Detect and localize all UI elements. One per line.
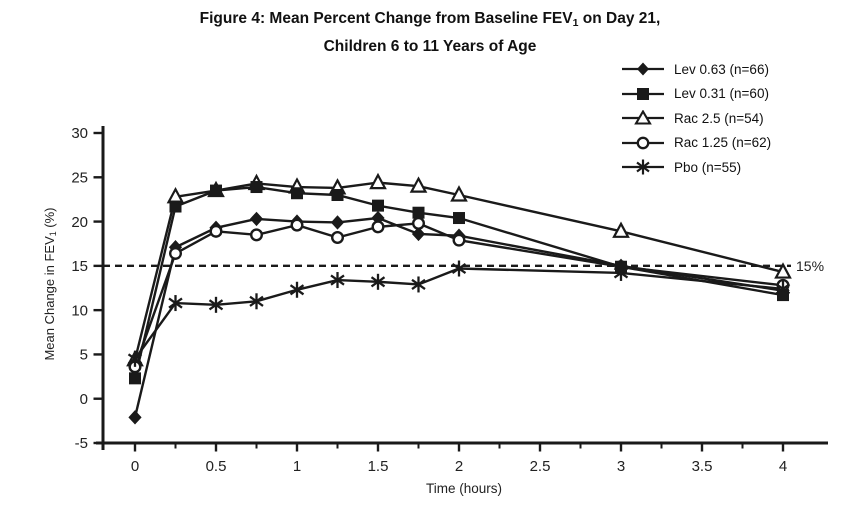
triangle-marker — [612, 221, 630, 238]
legend: Lev 0.63 (n=66) Lev 0.31 (n=60) Rac 2.5 … — [620, 57, 771, 180]
reference-line-label: 15% — [796, 258, 825, 274]
legend-item-lev-063: Lev 0.63 (n=66) — [620, 57, 771, 82]
circle-marker — [249, 228, 263, 242]
legend-marker-triangle-icon — [622, 110, 664, 125]
legend-marker-diamond-icon — [622, 62, 664, 76]
asterisk-marker — [289, 284, 305, 296]
legend-item-rac-125: Rac 1.25 (n=62) — [620, 131, 771, 156]
diamond-marker — [411, 226, 426, 242]
square-marker — [291, 187, 303, 200]
square-marker — [331, 189, 344, 202]
figure-title: Figure 4: Mean Percent Change from Basel… — [0, 7, 860, 58]
legend-label: Lev 0.31 (n=60) — [674, 86, 769, 102]
triangle-marker — [774, 262, 792, 279]
legend-marker-square-icon — [622, 87, 664, 100]
asterisk-marker — [249, 295, 264, 307]
square-marker — [372, 199, 384, 212]
diamond-marker — [330, 215, 345, 230]
x-tick-label: 2 — [455, 458, 463, 475]
asterisk-marker — [370, 276, 386, 288]
x-tick-label: 0.5 — [206, 458, 227, 475]
y-tick-label: 0 — [80, 391, 88, 408]
x-tick-label: 0 — [131, 458, 139, 475]
legend-item-lev-031: Lev 0.31 (n=60) — [620, 82, 771, 107]
asterisk-marker — [775, 283, 791, 295]
y-tick-label: 20 — [71, 214, 88, 231]
figure-title-line1: Figure 4: Mean Percent Change from Basel… — [199, 10, 661, 29]
circle-marker — [209, 224, 223, 238]
diamond-marker — [128, 410, 142, 425]
x-axis-title: Time (hours) — [425, 481, 502, 496]
square-marker — [210, 184, 222, 197]
circle-marker — [290, 218, 304, 232]
y-tick-label: 5 — [80, 347, 88, 364]
legend-label: Rac 1.25 (n=62) — [674, 135, 772, 151]
fev1-subscript: 1 — [572, 16, 579, 29]
circle-marker — [331, 231, 345, 245]
x-tick-label: 1 — [293, 458, 301, 475]
asterisk-marker — [127, 353, 143, 365]
y-tick-label: -5 — [75, 435, 88, 452]
square-marker — [412, 206, 425, 219]
asterisk-marker — [451, 262, 467, 275]
triangle-marker — [409, 176, 428, 193]
legend-label: Lev 0.63 (n=66) — [674, 61, 769, 77]
x-tick-label: 4 — [779, 458, 787, 475]
square-marker — [453, 212, 465, 225]
triangle-marker — [450, 185, 468, 202]
triangle-marker — [369, 172, 387, 190]
legend-marker-asterisk-icon — [622, 159, 664, 175]
square-marker — [129, 372, 141, 385]
y-tick-label: 30 — [71, 125, 88, 142]
y-tick-label: 10 — [71, 302, 88, 319]
asterisk-marker — [168, 297, 183, 309]
legend-label: Pbo (n=55) — [674, 159, 742, 175]
x-tick-label: 3 — [617, 458, 625, 475]
x-tick-label: 1.5 — [368, 458, 389, 475]
legend-item-pbo: Pbo (n=55) — [620, 155, 771, 180]
legend-item-rac-25: Rac 2.5 (n=54) — [620, 106, 771, 131]
asterisk-marker — [208, 299, 224, 311]
circle-marker — [371, 220, 385, 234]
square-marker — [250, 181, 263, 194]
x-tick-label: 3.5 — [692, 458, 713, 475]
asterisk-marker — [613, 267, 629, 279]
fev1-subscript: 1 — [48, 231, 59, 237]
circle-marker — [412, 216, 426, 230]
asterisk-marker — [330, 274, 345, 286]
y-axis-title: Mean Change in FEV1 (%) — [41, 207, 59, 361]
legend-marker-circle-icon — [622, 136, 664, 150]
x-tick-label: 2.5 — [530, 458, 551, 475]
diamond-marker — [249, 211, 264, 227]
legend-label: Rac 2.5 (n=54) — [674, 110, 764, 126]
asterisk-marker — [411, 278, 426, 290]
figure-title-line2: Children 6 to 11 Years of Age — [323, 37, 537, 55]
y-tick-label: 15 — [71, 258, 88, 275]
series-line-4 — [134, 267, 784, 360]
circle-marker — [168, 246, 182, 260]
circle-marker — [452, 233, 466, 247]
y-tick-label: 25 — [71, 169, 88, 186]
square-marker — [169, 200, 182, 213]
